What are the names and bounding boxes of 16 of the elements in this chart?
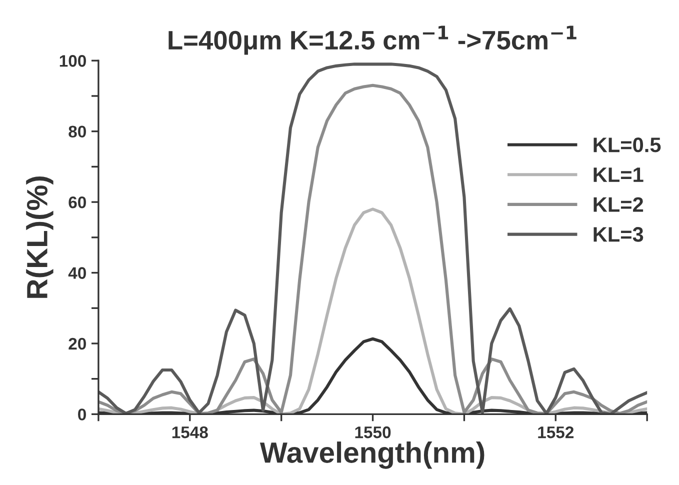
- x-tick-label: 1548: [172, 426, 208, 438]
- legend-label: ΚL=2: [594, 197, 644, 212]
- chart-title: L=400μm Κ=12.5 cm$^{−1}$ ->75cm$^{−1}$: [168, 26, 576, 55]
- y-tick-label: 80: [68, 126, 86, 138]
- x-tick-label: 1552: [538, 426, 574, 438]
- legend-label: ΚL=3: [594, 227, 644, 242]
- legend-label: ΚL=0.5: [594, 138, 661, 152]
- x-tick-label: 1550: [355, 426, 391, 438]
- y-tick-label: 0: [78, 408, 86, 420]
- y-tick-label: 40: [68, 267, 86, 279]
- x-axis-title: Wavelength(nm): [260, 442, 484, 469]
- y-axis-title: R(ΚL)(%): [26, 176, 54, 298]
- y-tick-label: 20: [68, 338, 86, 350]
- y-tick-label: 100: [60, 55, 86, 67]
- y-tick-label: 60: [68, 196, 86, 208]
- legend-label: ΚL=1: [594, 168, 644, 182]
